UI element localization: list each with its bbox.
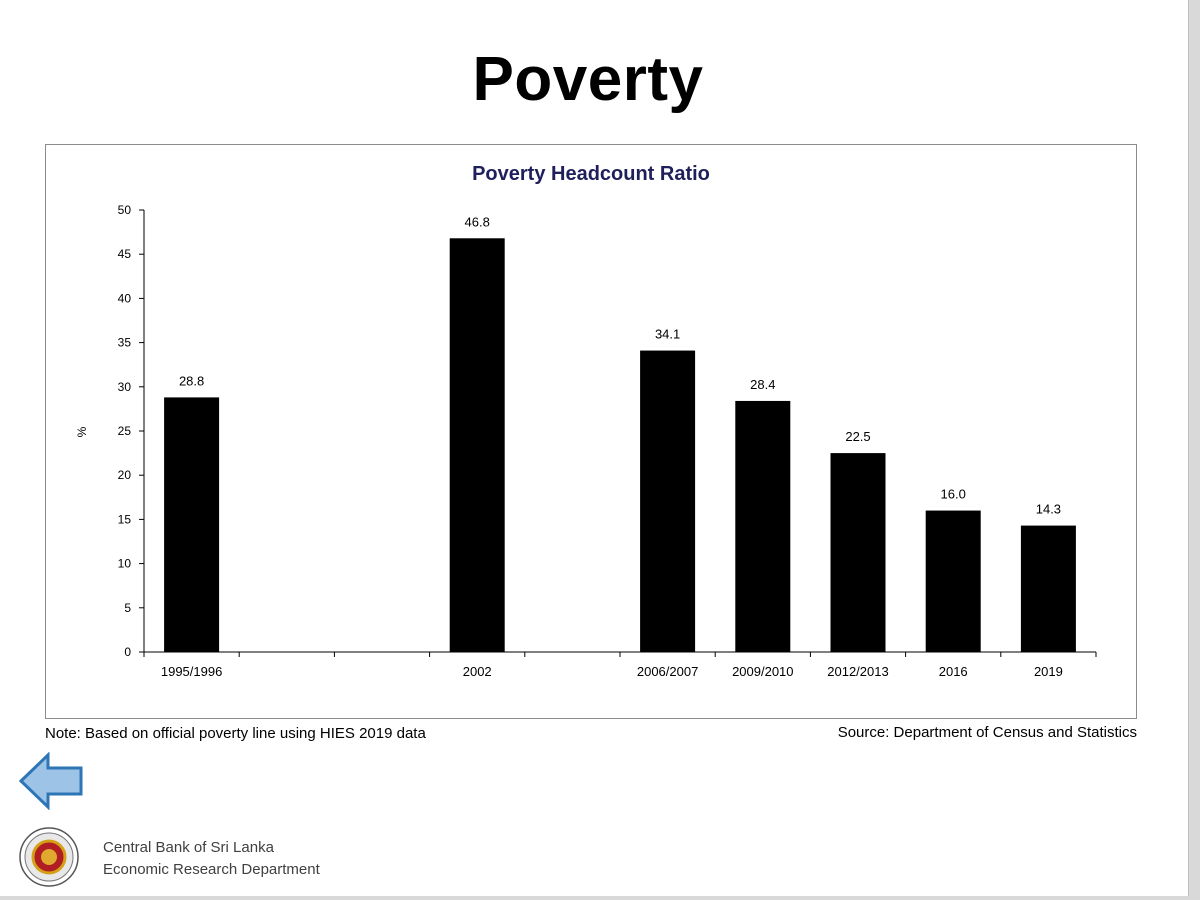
back-button[interactable] <box>18 751 86 811</box>
data-label: 46.8 <box>465 214 490 229</box>
slide-edge-right <box>1188 0 1200 900</box>
x-tick-label: 2019 <box>1034 664 1063 679</box>
y-tick-label: 45 <box>118 247 132 261</box>
y-tick-label: 25 <box>118 424 132 438</box>
data-label: 34.1 <box>655 327 680 342</box>
left-arrow-icon <box>18 751 83 811</box>
source-note: Source: Department of Census and Statist… <box>837 724 1137 741</box>
bar-2012-2013 <box>830 453 886 652</box>
y-tick-label: 0 <box>124 645 131 659</box>
chart-frame: Poverty Headcount Ratio 0 5 10 15 20 25 30 35 40 4… <box>45 144 1137 719</box>
bar-2006-2007 <box>640 350 696 652</box>
y-tick-label: 20 <box>118 468 132 482</box>
bar-2016 <box>925 510 981 652</box>
org-line-1: Central Bank of Sri Lanka <box>103 839 274 856</box>
chart-title: Poverty Headcount Ratio <box>472 163 710 185</box>
central-bank-seal-logo <box>18 826 80 888</box>
x-tick-label: 1995/1996 <box>161 664 222 679</box>
bar-2009-2010 <box>735 400 791 652</box>
org-line-2: Economic Research Department <box>103 861 320 878</box>
y-tick-label: 35 <box>118 336 132 350</box>
x-tick-label: 2016 <box>939 664 968 679</box>
y-tick-label: 5 <box>124 601 131 615</box>
data-label: 28.8 <box>179 373 204 388</box>
y-tick-label: 50 <box>118 203 132 217</box>
slide-edge-bottom <box>0 896 1200 900</box>
bar-2019 <box>1020 525 1076 652</box>
y-tick-label: 15 <box>118 512 132 526</box>
slide-title: Poverty <box>472 45 704 114</box>
bar-2002 <box>449 238 505 652</box>
footnote: Note: Based on official poverty line usi… <box>45 725 426 742</box>
bar-1995-1996 <box>164 397 220 652</box>
x-tick-label: 2009/2010 <box>732 664 793 679</box>
y-tick-label: 10 <box>118 557 132 571</box>
data-label: 14.3 <box>1036 502 1061 517</box>
data-label: 22.5 <box>845 429 870 444</box>
y-tick-label: 40 <box>118 291 132 305</box>
y-tick-label: 30 <box>118 380 132 394</box>
data-label: 16.0 <box>941 487 966 502</box>
x-tick-label: 2012/2013 <box>827 664 888 679</box>
poverty-bar-chart: Poverty Headcount Ratio 0 5 10 15 20 25 30 35 40 4… <box>75 163 1097 679</box>
y-axis-label: % <box>75 426 89 437</box>
organization-name: Central Bank of Sri Lanka Economic Resea… <box>103 837 320 881</box>
data-label: 28.4 <box>750 377 775 392</box>
x-tick-label: 2002 <box>463 664 492 679</box>
x-tick-label: 2006/2007 <box>637 664 698 679</box>
